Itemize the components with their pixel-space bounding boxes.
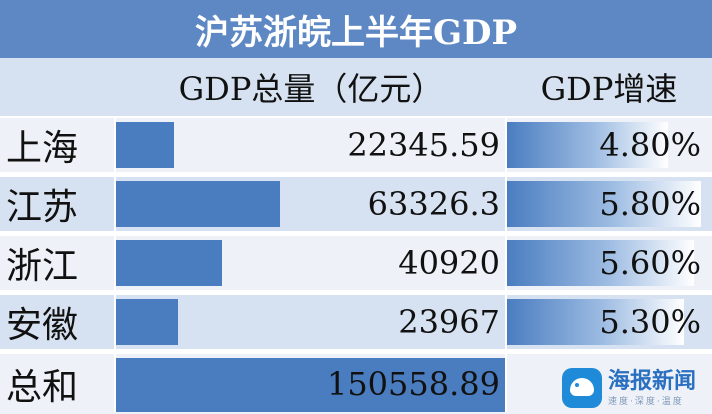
region-label: 上海 [6, 128, 79, 169]
growth-bar [507, 240, 694, 286]
seal-logo-icon [562, 368, 602, 408]
chart-title: 沪苏浙皖上半年GDP [0, 0, 712, 58]
table-header: GDP总量（亿元） GDP增速 [0, 58, 712, 116]
header-region [0, 58, 116, 116]
table-row: 安徽 23967 5.30% [0, 293, 712, 349]
watermark-brand: 海报新闻 [608, 368, 697, 394]
table-row: 浙江 40920 5.60% [0, 234, 712, 290]
header-gdp-growth: GDP增速 [540, 70, 678, 108]
gdp-value-label: 22345.59 [347, 126, 500, 164]
growth-value-label: 5.60% [599, 244, 701, 282]
gdp-value-label: 40920 [398, 244, 500, 282]
gdp-value-label: 63326.3 [367, 185, 500, 223]
watermark: 海报新闻 速度·深度·温度 [562, 366, 710, 410]
gdp-bar [116, 181, 280, 227]
region-label: 浙江 [6, 246, 79, 287]
growth-bar [507, 299, 684, 345]
watermark-slogan: 速度·深度·温度 [608, 396, 684, 407]
column-divider [505, 116, 507, 412]
growth-bar [507, 122, 668, 168]
total-label: 总和 [6, 367, 79, 408]
gdp-bar [116, 299, 178, 345]
growth-value-label: 5.30% [599, 303, 701, 341]
region-label: 安徽 [6, 305, 79, 346]
growth-value-label: 5.80% [599, 185, 701, 223]
gdp-bar [116, 122, 174, 168]
column-divider [114, 116, 116, 412]
growth-value-label: 4.80% [599, 126, 701, 164]
region-label: 江苏 [6, 187, 79, 228]
gdp-bar-total [116, 358, 506, 412]
gdp-bar [116, 240, 222, 286]
gdp-value-label: 23967 [398, 303, 500, 341]
gdp-total-value-label: 150558.89 [326, 365, 500, 403]
growth-bar [507, 181, 701, 227]
table-row: 江苏 63326.3 5.80% [0, 175, 712, 231]
table-row: 上海 22345.59 4.80% [0, 116, 712, 172]
header-gdp-total: GDP总量（亿元） [178, 70, 444, 108]
